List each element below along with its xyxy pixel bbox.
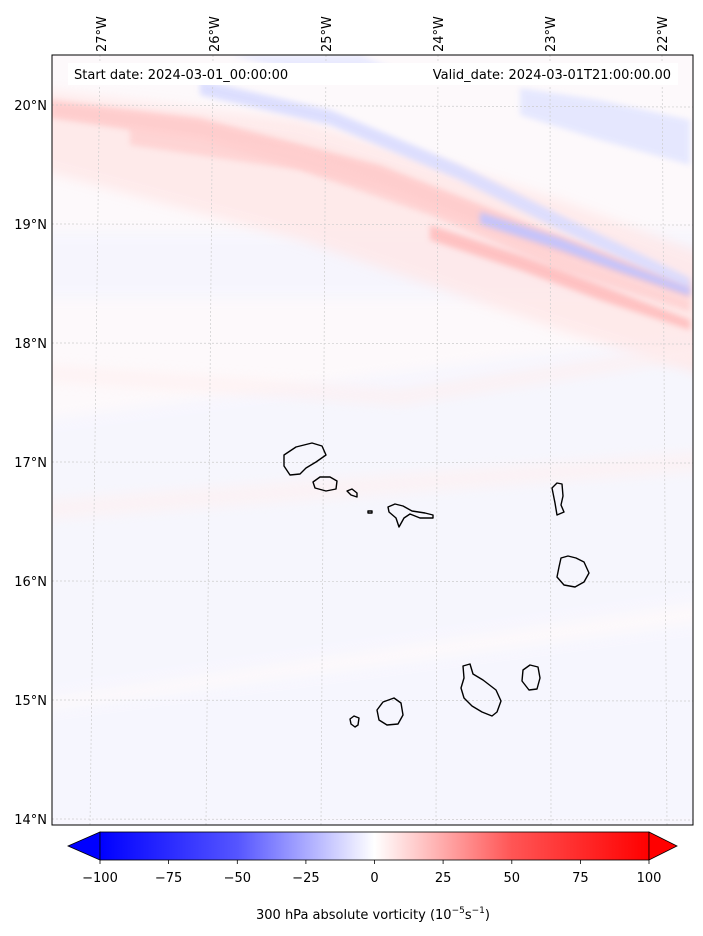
valid-date-label: Valid_date: 2024-03-01T21:00:00.00 (433, 68, 671, 83)
colorbar-max-extension (648, 831, 678, 861)
vorticity-band (200, 80, 690, 290)
island-santa-luzia (346, 488, 358, 498)
colorbar-ticks (99, 860, 650, 864)
vorticity-band (430, 225, 690, 330)
colorbar-min-extension (67, 831, 101, 861)
island-sao-nicolau (387, 503, 434, 528)
colorbar-tick-label: 25 (435, 871, 452, 886)
start-date-label: Start date: 2024-03-01_00:00:00 (74, 68, 288, 83)
lon-tick-label: 23°W (544, 16, 559, 52)
lat-tick-label: 18°N (14, 337, 47, 352)
parallel-line (52, 699, 693, 702)
vorticity-band (52, 100, 690, 300)
meridian-line (435, 55, 439, 825)
island-santiago (460, 663, 502, 717)
meridian-line (205, 55, 214, 825)
parallel-line (52, 580, 693, 583)
parallel-line (52, 818, 693, 821)
colorbar-tick-labels: −100 −75 −50 −25 0 25 50 75 100 (82, 871, 661, 886)
island-brava (349, 715, 360, 728)
meridian-line (89, 55, 101, 825)
colorbar: −100 −75 −50 −25 0 25 50 75 100 300 hPa … (67, 831, 678, 923)
lat-tick-label: 17°N (14, 456, 47, 471)
island-santo-antao (283, 442, 327, 476)
date-info-box (68, 63, 678, 85)
parallel-line (52, 461, 693, 464)
parallel-line (52, 104, 693, 108)
island-maio (521, 664, 541, 691)
meridian-line (549, 55, 552, 825)
meridian-line (661, 55, 668, 825)
island-fogo (376, 697, 404, 726)
latitude-labels: 20°N 19°N 18°N 17°N 16°N 15°N 14°N (14, 99, 47, 828)
lat-tick-label: 14°N (14, 813, 47, 828)
vorticity-band (480, 212, 690, 296)
meridian-line (320, 55, 327, 825)
vorticity-band (52, 451, 693, 520)
lat-tick-label: 16°N (14, 575, 47, 590)
parallel-line (52, 223, 693, 226)
colorbar-tick-label: −50 (224, 871, 251, 886)
colorbar-tick-label: 50 (504, 871, 521, 886)
colorbar-tick-label: 0 (370, 871, 378, 886)
colorbar-gradient (99, 831, 650, 861)
island-boa-vista (556, 555, 590, 588)
lon-tick-label: 25°W (320, 16, 335, 52)
map-panel: Start date: 2024-03-01_00:00:00 Valid_da… (51, 54, 694, 826)
lon-tick-label: 22°W (656, 16, 671, 52)
colorbar-tick-label: −100 (82, 871, 118, 886)
island-sao-vicente (312, 476, 338, 492)
vorticity-band (520, 88, 690, 165)
cape-verde-islands (283, 442, 590, 728)
lat-tick-label: 15°N (14, 694, 47, 709)
vorticity-band (52, 623, 693, 825)
lon-tick-label: 26°W (208, 16, 223, 52)
colorbar-tick-label: 75 (572, 871, 589, 886)
colorbar-tick-label: −25 (292, 871, 319, 886)
lon-tick-label: 24°W (432, 16, 447, 52)
colorbar-tick-label: −75 (155, 871, 182, 886)
parallel-line (52, 342, 693, 345)
vorticity-band (52, 91, 693, 372)
vorticity-field (52, 55, 693, 825)
island-sal (551, 482, 565, 516)
vorticity-band (130, 125, 690, 312)
island-islet-branco (367, 510, 373, 514)
longitude-labels: 27°W 26°W 25°W 24°W 23°W 22°W (95, 16, 671, 52)
lat-tick-label: 19°N (14, 218, 47, 233)
vorticity-band (52, 333, 693, 699)
map-frame (51, 54, 694, 826)
vorticity-band (52, 344, 693, 405)
lon-tick-label: 27°W (95, 16, 110, 52)
graticule (52, 55, 693, 825)
colorbar-title: 300 hPa absolute vorticity (10−5s−1) (256, 906, 490, 923)
lat-tick-label: 20°N (14, 99, 47, 114)
colorbar-tick-label: 100 (637, 871, 662, 886)
